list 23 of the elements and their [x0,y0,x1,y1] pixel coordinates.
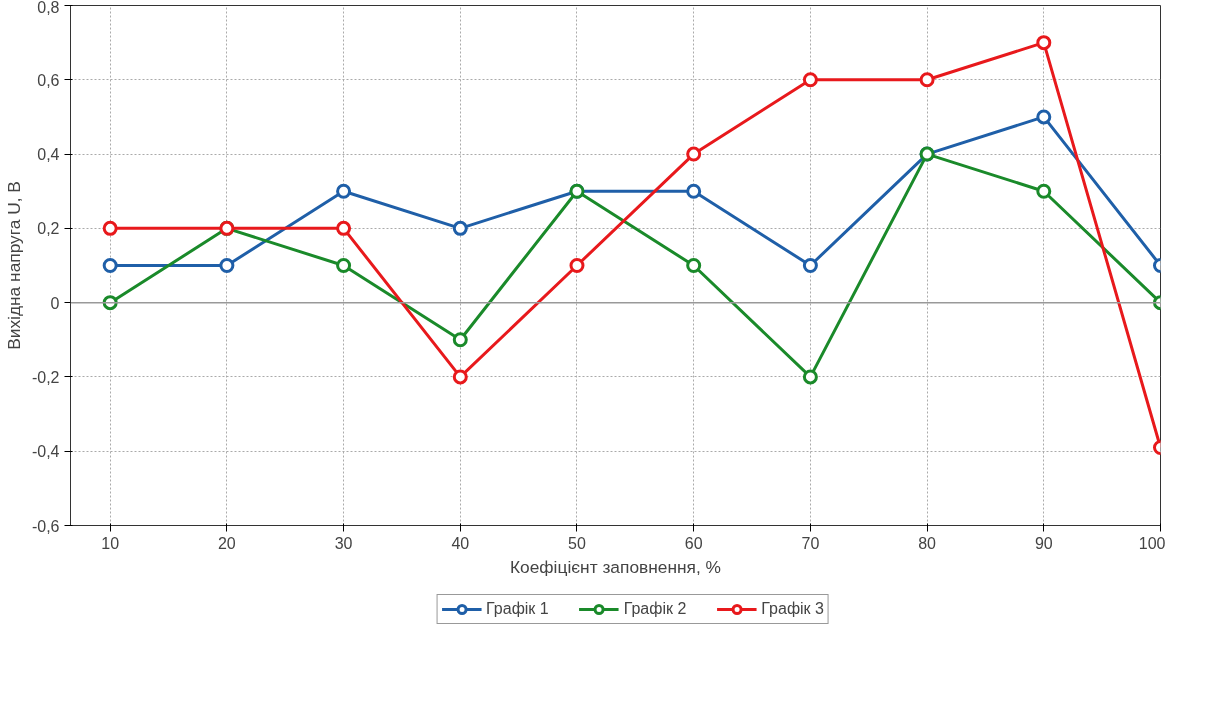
x-tick-label: 80 [918,534,937,552]
y-tick-label: -0,4 [31,443,60,461]
x-tick-label: 70 [801,534,820,552]
y-tick-label: 0,2 [37,220,60,238]
y-tick-label: -0,2 [31,368,60,386]
x-tick-label: 60 [684,534,703,552]
y-tick-label: -0,6 [31,517,60,535]
y-axis-title: Вихідна напруга U, В [3,181,24,350]
x-tick-label: 20 [217,534,236,552]
legend-label: Графік 3 [761,600,824,618]
x-tick-label: 50 [568,534,586,552]
x-tick-label: 40 [451,534,470,552]
x-tick-label: 10 [101,534,120,552]
y-tick-label: 0,6 [37,71,60,89]
x-tick-label: 100 [1138,534,1166,552]
x-axis-title: Коефіцієнт заповнення, % [510,556,721,577]
y-tick-label: 0,8 [37,0,60,16]
legend-label: Графік 2 [623,600,687,618]
x-tick-label: 30 [334,534,353,552]
x-tick-label: 90 [1034,534,1053,552]
y-tick-label: 0 [50,294,60,312]
legend-label: Графік 1 [486,600,549,618]
y-tick-label: 0,4 [37,146,60,164]
